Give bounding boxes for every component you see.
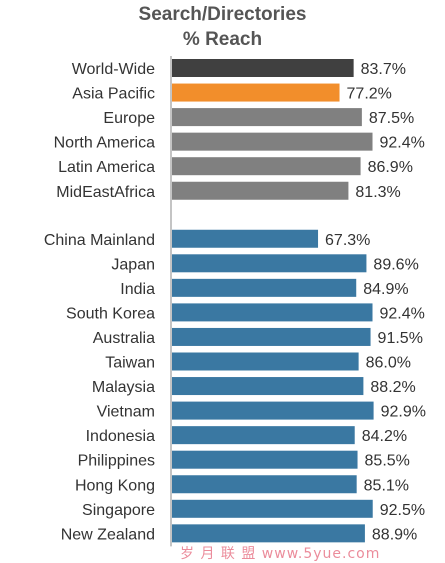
value-label: 86.9% [368, 159, 413, 176]
bar-new-zealand [172, 524, 365, 543]
category-label: China Mainland [44, 232, 155, 249]
value-label: 88.2% [370, 379, 415, 396]
bar-australia [172, 327, 371, 346]
category-label: Japan [111, 256, 155, 273]
value-label: 88.9% [372, 526, 417, 543]
bar-india [172, 278, 357, 297]
value-label: 84.2% [362, 428, 407, 445]
bar-malaysia [172, 377, 364, 396]
value-label: 86.0% [366, 355, 411, 372]
category-label: World-Wide [72, 61, 155, 78]
bar-philippines [172, 450, 358, 469]
bar-japan [172, 254, 367, 273]
value-label: 92.5% [380, 502, 425, 519]
bar-north-america [172, 132, 373, 151]
value-label: 77.2% [347, 86, 392, 103]
category-label: Malaysia [92, 379, 155, 396]
value-label: 91.5% [378, 330, 423, 347]
value-label: 81.3% [355, 184, 400, 201]
bar-asia-pacific [172, 83, 340, 102]
category-label: New Zealand [61, 526, 155, 543]
value-label: 92.4% [380, 305, 425, 322]
category-label: Asia Pacific [72, 86, 155, 103]
category-label: Latin America [58, 159, 155, 176]
category-label: Philippines [78, 453, 155, 470]
category-label: Indonesia [86, 428, 155, 445]
value-label: 84.9% [363, 281, 408, 298]
watermark: 岁 月 联 盟 www.5yue.com [180, 546, 381, 562]
bar-latin-america [172, 157, 361, 176]
category-label: Vietnam [97, 404, 155, 421]
chart-title: Search/Directories [138, 4, 307, 25]
value-label: 85.5% [365, 453, 410, 470]
bar-europe [172, 108, 362, 127]
value-label: 92.9% [381, 404, 426, 421]
category-label: Singapore [82, 502, 155, 519]
bar-vietnam [172, 401, 374, 420]
bar-indonesia [172, 426, 355, 445]
bar-china-mainland [172, 229, 319, 248]
category-label: Taiwan [105, 355, 155, 372]
category-label: Hong Kong [75, 477, 155, 494]
bar-taiwan [172, 352, 359, 371]
bar-singapore [172, 499, 373, 518]
category-label: South Korea [66, 305, 155, 322]
value-label: 87.5% [369, 110, 414, 127]
chart-subtitle: % Reach [182, 29, 263, 50]
value-label: 89.6% [373, 256, 418, 273]
category-label: Australia [93, 330, 155, 347]
category-label: North America [54, 135, 155, 152]
bar-hong-kong [172, 475, 357, 494]
value-label: 83.7% [361, 61, 406, 78]
value-label: 92.4% [380, 135, 425, 152]
category-label: India [120, 281, 155, 298]
category-label: Europe [103, 110, 155, 127]
category-label: MidEastAfrica [56, 184, 155, 201]
value-label: 85.1% [364, 477, 409, 494]
value-label: 67.3% [325, 232, 370, 249]
bar-world-wide [172, 59, 354, 77]
bar-mideastafrica [172, 181, 349, 200]
bar-south-korea [172, 303, 373, 322]
